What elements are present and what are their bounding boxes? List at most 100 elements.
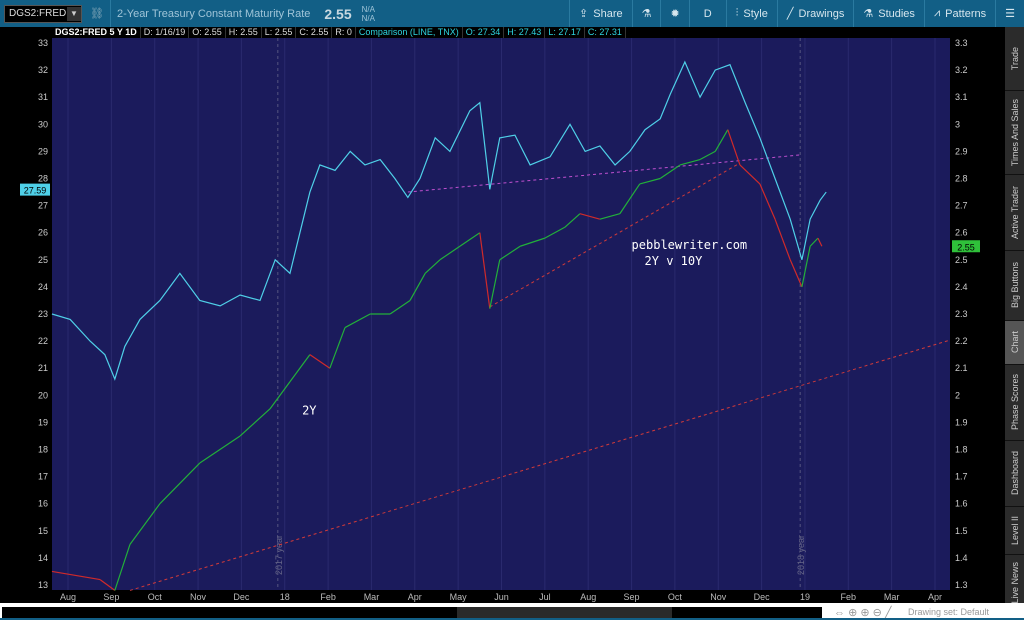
aggregation-label: D — [703, 7, 712, 20]
left-tick-label: 19 — [38, 417, 48, 427]
dgs2-line-segment — [727, 129, 741, 166]
menu-button[interactable]: ☰ — [995, 0, 1024, 27]
comparison-low: L: 27.17 — [545, 27, 585, 38]
net-change: N/A — [361, 4, 375, 14]
dgs2-line-segment — [544, 226, 566, 239]
left-tick-label: 18 — [38, 445, 48, 455]
x-tick-label: Dec — [754, 592, 771, 602]
sidebar-tab-big-buttons[interactable]: Big Buttons — [1005, 251, 1024, 321]
flask-button[interactable]: ⚗ — [631, 0, 661, 27]
studies-label: Studies — [878, 7, 915, 20]
right-price-badge — [952, 240, 980, 253]
right-tick-label: 1.6 — [955, 499, 968, 509]
drawings-label: Drawings — [798, 7, 845, 20]
right-tick-label: 2.9 — [955, 146, 968, 156]
sidebar-tab-chart[interactable]: Chart — [1005, 321, 1024, 365]
x-tick-label: Jun — [494, 592, 509, 602]
pan-icon[interactable]: ⇔ — [834, 607, 845, 619]
pencil-line-icon: ╱ — [786, 8, 794, 20]
left-tick-label: 24 — [38, 282, 48, 292]
right-tick-label: 1.5 — [955, 526, 968, 536]
dgs2-line-segment — [789, 259, 803, 288]
dgs2-line-segment — [51, 570, 101, 581]
dgs2-line-segment — [99, 579, 116, 591]
left-price-badge — [20, 183, 50, 196]
crosshair-icon[interactable]: ⊕ — [848, 607, 858, 619]
dgs2-line-segment — [639, 177, 661, 185]
dgs2-line-segment — [459, 232, 481, 247]
right-price-badge-label: 2.55 — [957, 242, 975, 252]
left-tick-label: 33 — [38, 38, 48, 48]
style-button[interactable]: ⫶ Style — [725, 0, 777, 27]
dgs2-line-segment — [679, 158, 701, 166]
dgs2-line-segment — [499, 245, 521, 261]
x-tick-label: Oct — [668, 592, 683, 602]
chart-annotation: 2Y — [302, 403, 317, 417]
tab-label: Active Trader — [1009, 185, 1020, 240]
dgs2-line-segment — [344, 313, 371, 329]
link-icon[interactable]: ⛓ — [90, 8, 104, 20]
sidebar-tab-times-and-sales[interactable]: Times And Sales — [1005, 91, 1024, 175]
sidebar-tab-trade[interactable]: Trade — [1005, 27, 1024, 91]
dgs2-line-segment — [564, 213, 581, 228]
right-tick-label: 3 — [955, 119, 960, 129]
right-tick-label: 1.3 — [955, 580, 968, 590]
dgs2-line-segment — [774, 218, 791, 261]
info-high: H: 2.55 — [226, 27, 262, 38]
x-tick-label: Feb — [841, 592, 857, 602]
right-tick-label: 2.1 — [955, 363, 968, 373]
horizontal-scrollbar[interactable] — [2, 607, 822, 618]
drawings-button[interactable]: ╱ Drawings — [776, 0, 853, 27]
pattern-icon: ⩘ — [933, 7, 941, 19]
right-tick-label: 2.4 — [955, 282, 968, 292]
tab-label: Trade — [1009, 46, 1020, 71]
chart-info-bar: DGS2:FRED 5 Y 1D D: 1/16/19 O: 2.55 H: 2… — [52, 27, 950, 38]
studies-button[interactable]: ⚗ Studies — [853, 0, 924, 27]
time-scrollbar-area: ⇔ ⊕ ⊕ ⊖ ╱ Drawing set: Default — [0, 603, 1024, 620]
zoom-in-icon[interactable]: ⊕ — [860, 607, 870, 619]
tab-label: Phase Scores — [1009, 374, 1020, 431]
zoom-out-icon[interactable]: ⊖ — [872, 607, 882, 619]
dgs2-line-segment — [389, 299, 411, 315]
share-button[interactable]: ⇪ Share — [569, 0, 632, 27]
pencil-icon[interactable]: ╱ — [884, 607, 892, 619]
left-tick-label: 16 — [38, 499, 48, 509]
sidebar-tab-active-trader[interactable]: Active Trader — [1005, 175, 1024, 251]
x-tick-label: Nov — [190, 592, 207, 602]
right-tick-label: 2.6 — [955, 228, 968, 238]
right-tick-label: 1.4 — [955, 553, 968, 563]
dgs2-line-segment — [809, 237, 819, 247]
x-tick-label: Jul — [539, 592, 551, 602]
sidebar-tab-level-ii[interactable]: Level II — [1005, 507, 1024, 555]
right-tick-label: 2.5 — [955, 255, 968, 265]
right-tick-label: 2.8 — [955, 174, 968, 184]
gear-icon: ✹ — [670, 8, 680, 20]
chevron-down-icon[interactable]: ▼ — [67, 6, 81, 21]
comparison-open: O: 27.34 — [463, 27, 505, 38]
x-tick-label: Sep — [624, 592, 640, 602]
dgs2-line-segment — [619, 183, 641, 215]
scrollbar-thumb[interactable] — [457, 607, 672, 618]
dgs2-line-segment — [269, 381, 291, 410]
dgs2-line-segment — [817, 237, 823, 247]
menu-icon: ☰ — [1005, 8, 1015, 20]
x-tick-label: Aug — [580, 592, 596, 602]
dgs2-line-segment — [409, 273, 426, 301]
dgs2-line-segment — [159, 462, 201, 505]
patterns-button[interactable]: ⩘ Patterns — [923, 0, 995, 27]
dgs2-line-segment — [289, 354, 311, 383]
symbol-description: 2-Year Treasury Constant Maturity Rate — [116, 7, 311, 20]
candle-icon: ⫶ — [735, 7, 739, 19]
right-tick-label: 2.7 — [955, 201, 968, 211]
sidebar-tab-dashboard[interactable]: Dashboard — [1005, 441, 1024, 507]
aggregation-button[interactable]: D — [688, 0, 726, 27]
drawing-set-selector[interactable]: Drawing set: Default — [908, 607, 990, 617]
symbol-input[interactable]: DGS2:FRED ▼ — [4, 4, 82, 23]
dgs2-line-segment — [309, 354, 331, 369]
trendline — [129, 339, 951, 591]
left-tick-label: 32 — [38, 65, 48, 75]
settings-button[interactable]: ✹ — [660, 0, 688, 27]
comparison-close: C: 27.31 — [585, 27, 626, 38]
sidebar-tab-phase-scores[interactable]: Phase Scores — [1005, 365, 1024, 441]
